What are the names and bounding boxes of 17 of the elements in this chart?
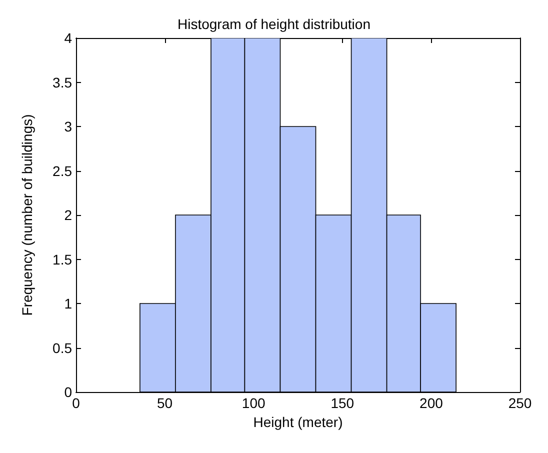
y-tick-label: 0.5 xyxy=(52,340,72,356)
x-tick-label: 200 xyxy=(420,395,444,411)
y-tick-label: 3 xyxy=(64,118,72,134)
y-tick-label: 4 xyxy=(64,30,72,46)
x-tick-label: 50 xyxy=(157,395,173,411)
chart-title: Histogram of height distribution xyxy=(178,16,370,32)
y-tick-label: 1 xyxy=(64,296,72,312)
x-axis-title: Height (meter) xyxy=(253,414,343,430)
x-tick-label: 150 xyxy=(330,395,354,411)
y-tick-label: 1.5 xyxy=(52,251,72,268)
y-tick-label: 2.5 xyxy=(52,162,72,179)
y-tick-label: 2 xyxy=(64,207,72,223)
y-tick-label: 3.5 xyxy=(52,74,72,90)
y-tick-label: 0 xyxy=(64,384,72,400)
y-axis-title: Frequency (number of buildings) xyxy=(19,114,35,316)
x-tick-label: 100 xyxy=(242,395,266,411)
x-tick-label: 250 xyxy=(508,395,532,411)
